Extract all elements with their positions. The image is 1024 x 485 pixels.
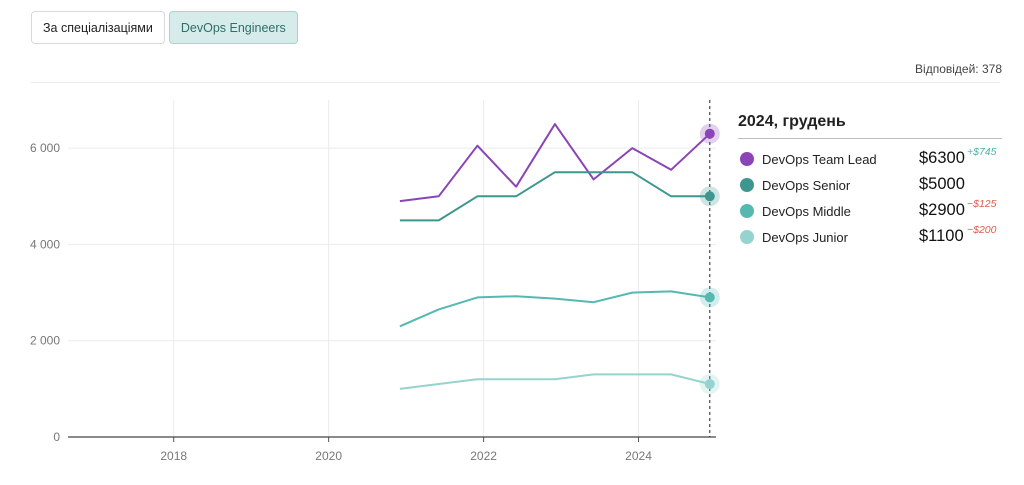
hover-point-1[interactable] — [704, 191, 715, 202]
legend-swatch — [740, 230, 754, 244]
hover-point-0[interactable] — [704, 128, 715, 139]
tab-by-specialization[interactable]: За спеціалізаціями — [31, 11, 165, 44]
series-line-0 — [399, 123, 711, 203]
series-line-2 — [399, 290, 710, 328]
tab-bar: За спеціалізаціями DevOps Engineers — [31, 11, 298, 44]
responses-count: Відповідей: 378 — [915, 62, 1002, 76]
legend-item: DevOps Senior $5000 — [738, 172, 1002, 198]
y-tick-label: 2 000 — [30, 334, 60, 348]
legend-item: DevOps Junior $1100 −$200 — [738, 224, 1002, 250]
legend-item-value: $1100 — [919, 227, 964, 245]
legend-swatch — [740, 152, 754, 166]
series-line-3 — [399, 373, 711, 390]
legend-title: 2024, грудень — [738, 113, 1002, 139]
legend-item-value: $2900 — [919, 201, 965, 219]
legend-item-name: DevOps Senior — [762, 177, 851, 193]
x-tick-label: 2018 — [160, 449, 187, 463]
legend-item: DevOps Team Lead $6300 +$745 — [738, 146, 1002, 172]
chart-legend: 2024, грудень DevOps Team Lead $6300 +$745… — [738, 113, 1002, 250]
legend-item-delta: +$745 — [967, 146, 997, 158]
legend-item-delta: −$200 — [967, 224, 997, 236]
legend-item-value: $6300 — [919, 149, 965, 167]
legend-item-name: DevOps Junior — [762, 229, 848, 245]
legend-item: DevOps Middle $2900 −$125 — [738, 198, 1002, 224]
y-tick-label: 4 000 — [30, 237, 60, 251]
hover-point-2[interactable] — [704, 292, 715, 303]
y-tick-label: 6 000 — [30, 141, 60, 155]
legend-item-value: $5000 — [919, 175, 965, 193]
legend-item-delta: −$125 — [967, 198, 997, 210]
legend-swatch — [740, 178, 754, 192]
legend-item-name: DevOps Team Lead — [762, 151, 877, 167]
tab-devops-engineers[interactable]: DevOps Engineers — [168, 11, 298, 44]
legend-item-name: DevOps Middle — [762, 203, 851, 219]
y-tick-label: 0 — [53, 430, 60, 444]
series-line-1 — [399, 171, 710, 222]
x-tick-label: 2024 — [625, 449, 652, 463]
x-tick-label: 2022 — [470, 449, 497, 463]
header-divider — [31, 82, 1000, 83]
legend-swatch — [740, 204, 754, 218]
hover-point-3[interactable] — [704, 379, 715, 390]
x-tick-label: 2020 — [315, 449, 342, 463]
